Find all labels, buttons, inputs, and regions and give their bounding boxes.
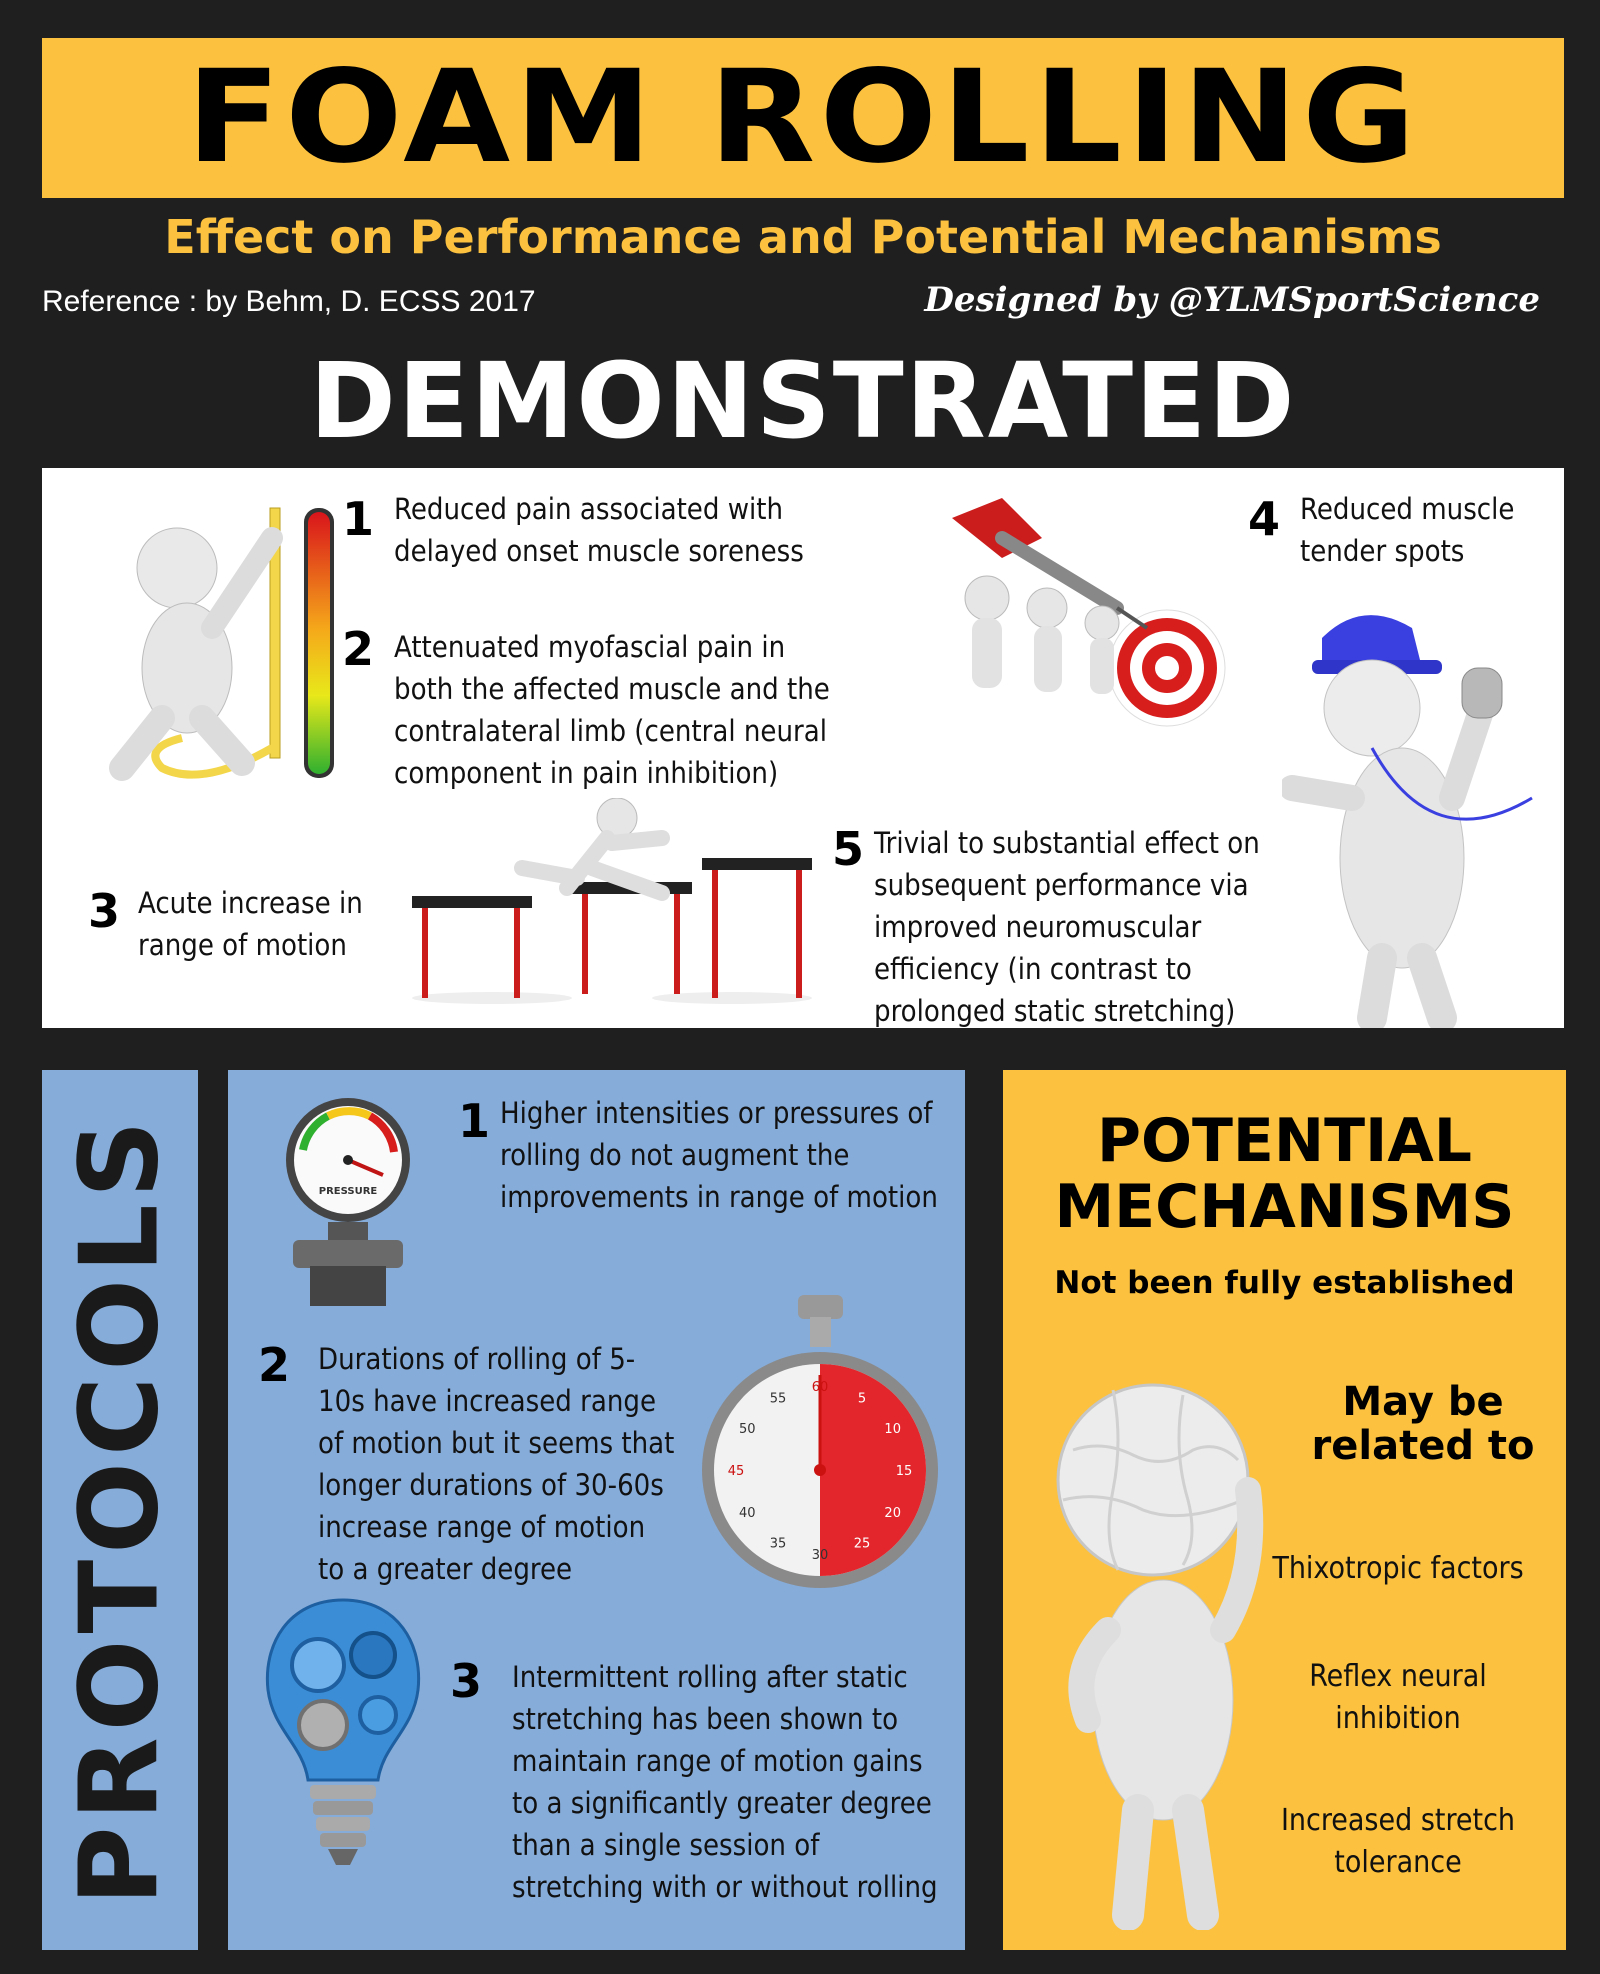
stopwatch-tick-label: 40: [739, 1506, 756, 1521]
related-line1: May be: [1342, 1379, 1504, 1425]
mechanisms-title-line1: POTENTIAL: [1096, 1106, 1473, 1176]
stopwatch-tick-label: 15: [896, 1464, 913, 1479]
effect-5-text: Trivial to substantial effect on subsequ…: [874, 826, 1260, 1028]
measuring-figure-illustration: [109, 507, 334, 781]
stopwatch-tick-label: 45: [728, 1464, 745, 1479]
effects-panel: 1 Reduced pain associated with delayed o…: [42, 468, 1564, 1028]
mechanisms-subtitle: Not been fully established: [1054, 1265, 1515, 1301]
mechanisms-panel: POTENTIAL MECHANISMS Not been fully esta…: [1003, 1070, 1566, 1950]
protocol-1-text: Higher intensities or pressures of rolli…: [500, 1096, 938, 1214]
stopwatch-icon: 60510152025303540455055: [702, 1295, 938, 1588]
effect-2-number: 2: [342, 622, 375, 676]
mechanism-item-1: Thixotropic factors: [1272, 1551, 1524, 1586]
thinking-puzzle-figure-illustration: [1056, 1383, 1264, 1930]
stopwatch-tick-label: 10: [884, 1422, 901, 1437]
effect-3-text: Acute increase in range of motion: [138, 886, 363, 962]
gauge-pressure-label: PRESSURE: [319, 1186, 378, 1197]
stopwatch-tick-label: 20: [884, 1506, 901, 1521]
mechanisms-title-line2: MECHANISMS: [1054, 1172, 1515, 1242]
title-banner: FOAM ROLLING: [42, 38, 1564, 198]
stopwatch-tick-label: 35: [770, 1537, 787, 1552]
protocol-2-number: 2: [258, 1338, 291, 1392]
effect-3-number: 3: [88, 884, 121, 938]
protocols-side-label-panel: PROTOCOLS: [42, 1070, 198, 1950]
pressure-gauge-icon: PRESSURE: [286, 1098, 410, 1306]
gear-lightbulb-icon: [265, 1598, 421, 1865]
subtitle: Effect on Performance and Potential Mech…: [164, 210, 1442, 264]
mechanism-item-2: Reflex neural inhibition: [1309, 1659, 1487, 1736]
stopwatch-tick-label: 50: [739, 1422, 756, 1437]
main-title: FOAM ROLLING: [186, 43, 1420, 192]
protocol-1-number: 1: [458, 1094, 491, 1148]
effect-5-number: 5: [832, 822, 865, 876]
mechanisms-related-heading: May be related to: [1303, 1380, 1543, 1468]
designer-credit: Designed by @YLMSportScience: [924, 280, 1540, 320]
protocols-label: PROTOCOLS: [57, 1114, 183, 1906]
related-line2: related to: [1311, 1423, 1535, 1469]
dart-target-illustration: [952, 498, 1226, 727]
effect-1-text: Reduced pain associated with delayed ons…: [394, 492, 804, 568]
protocol-3-number: 3: [450, 1654, 483, 1708]
effect-4-text: Reduced muscle tender spots: [1300, 492, 1515, 568]
stopwatch-tick-label: 30: [812, 1548, 829, 1563]
stopwatch-tick-label: 5: [858, 1391, 866, 1406]
hurdles-illustration: [412, 798, 812, 1004]
protocols-panel: PRESSURE 1 Higher intensities or pressur…: [228, 1070, 965, 1950]
stopwatch-tick-label: 55: [770, 1391, 787, 1406]
reference-text: Reference : by Behm, D. ECSS 2017: [42, 285, 536, 318]
effect-4-number: 4: [1248, 492, 1281, 546]
mechanism-item-3: Increased stretch tolerance: [1280, 1803, 1516, 1880]
stopwatch-tick-label: 25: [854, 1537, 871, 1552]
coach-whistle-illustration: [1282, 615, 1533, 1028]
mechanisms-title: POTENTIAL MECHANISMS: [1003, 1108, 1566, 1240]
protocol-2-text: Durations of rolling of 5-10s have incre…: [318, 1342, 675, 1586]
effect-1-number: 1: [342, 492, 375, 546]
effect-2-text: Attenuated myofascial pain in both the a…: [394, 630, 830, 790]
protocol-3-text: Intermittent rolling after static stretc…: [512, 1660, 938, 1904]
